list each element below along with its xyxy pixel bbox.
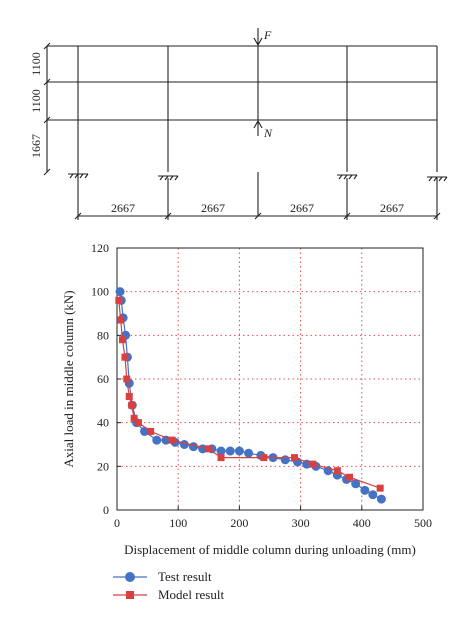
y-axis-label: Axial load in middle column (kN) [61, 290, 76, 467]
model-point [134, 419, 142, 427]
model-point [376, 484, 384, 492]
test-point [225, 446, 235, 456]
model-point [115, 296, 123, 304]
test-point [152, 435, 162, 445]
legend-model-label: Model result [158, 587, 224, 602]
model-point [333, 467, 341, 475]
series [115, 287, 386, 504]
model-point [121, 353, 129, 361]
load-label-f: F [263, 28, 272, 42]
test-point [179, 440, 189, 449]
y-tick-label: 60 [97, 372, 109, 386]
test-point [368, 490, 378, 500]
y-tick-label: 120 [91, 241, 109, 255]
story-label-3: 1667 [29, 134, 43, 158]
test-point [216, 446, 226, 456]
test-point [302, 459, 312, 469]
fixed-supports [68, 173, 448, 182]
model-point [128, 401, 136, 409]
grid [117, 248, 423, 510]
story-label-2: 1100 [29, 89, 43, 113]
span-label-4: 2667 [380, 201, 404, 215]
test-point [189, 442, 198, 452]
series-test [115, 287, 386, 504]
test-point [280, 455, 290, 465]
y-tick-label: 100 [91, 285, 109, 299]
test-point [360, 485, 370, 495]
y-tick-label: 0 [103, 503, 109, 517]
x-axis-label: Displacement of middle column during unl… [124, 542, 416, 557]
load-label-n: N [263, 126, 273, 140]
frame-diagram: F N 1100 1100 1667 2667 2667 2667 2667 [29, 28, 448, 220]
x-tick-label: 100 [169, 516, 187, 530]
model-point [117, 316, 125, 324]
axis-ticks: 0 100 200 300 400 500 0 20 40 60 80 100 120 [91, 241, 432, 530]
test-point [161, 435, 171, 445]
y-tick-label: 40 [97, 416, 109, 430]
y-tick-label: 20 [97, 459, 109, 473]
test-point [244, 448, 254, 458]
story-label-1: 1100 [29, 52, 43, 76]
model-point [205, 445, 213, 453]
model-point [217, 454, 225, 462]
series-line [118, 300, 381, 489]
model-point [125, 392, 133, 400]
legend-model-marker [126, 591, 134, 599]
x-tick-label: 0 [114, 516, 120, 530]
span-label-2: 2667 [201, 201, 225, 215]
test-point [115, 287, 125, 297]
model-point [346, 473, 354, 481]
model-point [168, 436, 176, 444]
y-tick-label: 80 [97, 328, 109, 342]
model-point [123, 375, 131, 383]
test-point [234, 446, 244, 456]
span-label-3: 2667 [290, 201, 314, 215]
model-point [309, 460, 317, 468]
span-label-1: 2667 [111, 201, 135, 215]
legend: Test result Model result [113, 569, 224, 602]
model-point [260, 454, 268, 462]
series-line [119, 291, 382, 500]
legend-test-label: Test result [158, 569, 212, 584]
model-point [119, 336, 127, 344]
x-tick-label: 200 [230, 516, 248, 530]
model-point [147, 427, 155, 435]
x-tick-label: 500 [414, 516, 432, 530]
series-model [115, 296, 384, 492]
test-point [376, 494, 386, 504]
x-tick-label: 300 [292, 516, 310, 530]
model-point [290, 454, 298, 462]
model-point [130, 414, 138, 422]
test-point [351, 479, 361, 489]
legend-test-marker [125, 572, 135, 582]
x-tick-label: 400 [353, 516, 371, 530]
